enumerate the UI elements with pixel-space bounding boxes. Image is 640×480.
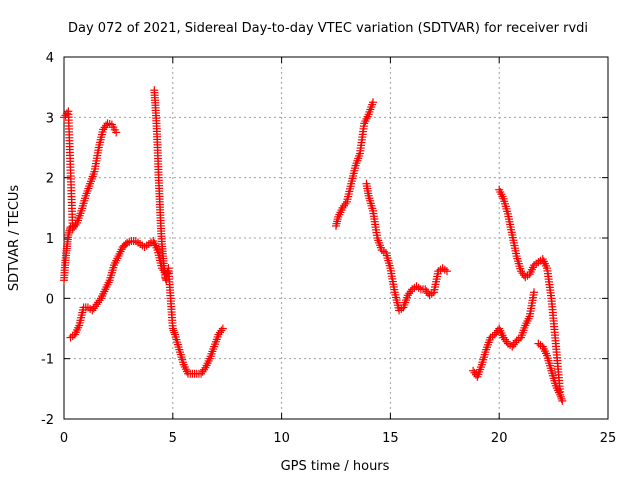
data-point xyxy=(339,201,348,210)
data-point xyxy=(368,98,377,107)
data-point xyxy=(198,367,207,376)
y-tick-label: 2 xyxy=(46,172,54,187)
data-point xyxy=(62,109,71,118)
x-tick-label: 5 xyxy=(169,431,177,446)
data-point xyxy=(442,267,451,276)
y-tick-label: 3 xyxy=(46,111,54,126)
data-point xyxy=(88,306,97,315)
data-point xyxy=(100,123,109,132)
data-point xyxy=(508,342,517,351)
data-point xyxy=(169,326,178,335)
data-point xyxy=(490,330,499,339)
y-axis-label: SDTVAR / TECUs xyxy=(7,185,22,292)
data-point xyxy=(66,223,75,232)
y-tick-label: -1 xyxy=(41,353,54,368)
y-tick-label: 4 xyxy=(46,51,54,66)
data-point xyxy=(214,330,223,339)
data-point xyxy=(516,267,525,276)
data-point xyxy=(92,300,101,309)
data-point xyxy=(499,333,508,342)
data-point xyxy=(405,289,414,298)
x-tick-label: 15 xyxy=(382,431,399,446)
data-point xyxy=(112,128,121,137)
x-tick-label: 20 xyxy=(491,431,508,446)
data-point xyxy=(199,365,208,374)
data-point xyxy=(403,291,412,300)
data-point xyxy=(99,125,108,134)
data-point xyxy=(341,199,350,208)
data-point xyxy=(556,390,565,399)
data-point xyxy=(556,392,565,401)
data-point xyxy=(215,328,224,337)
data-point xyxy=(530,288,539,297)
data-point xyxy=(557,394,566,403)
y-tick-label: 1 xyxy=(46,232,54,247)
x-tick-label: 0 xyxy=(60,431,68,446)
data-point xyxy=(102,121,111,130)
data-point xyxy=(168,324,177,333)
data-point xyxy=(197,369,206,378)
data-point xyxy=(469,366,478,375)
data-point xyxy=(470,368,479,377)
data-point xyxy=(95,296,104,305)
data-point xyxy=(89,304,98,313)
x-tick-label: 10 xyxy=(273,431,290,446)
data-point xyxy=(558,396,567,405)
y-tick-label: 0 xyxy=(46,292,54,307)
data-point xyxy=(502,337,511,346)
data-point xyxy=(501,335,510,344)
data-point xyxy=(91,302,100,311)
x-tick-label: 25 xyxy=(600,431,617,446)
y-tick-label: -2 xyxy=(41,413,54,428)
data-markers xyxy=(60,86,567,405)
data-point xyxy=(94,298,103,307)
data-point xyxy=(338,203,347,212)
data-point xyxy=(218,324,227,333)
data-point xyxy=(509,340,518,349)
data-point xyxy=(170,328,179,337)
data-point xyxy=(71,220,80,229)
data-point xyxy=(518,269,527,278)
data-point xyxy=(421,285,430,294)
data-point xyxy=(422,287,431,296)
data-point xyxy=(406,287,415,296)
data-point xyxy=(511,338,520,347)
data-point xyxy=(217,326,226,335)
axis-ticks: 0 5 10 15 20 25 -2 -1 0 1 2 3 4 xyxy=(41,51,616,446)
chart-title: Day 072 of 2021, Sidereal Day-to-day VTE… xyxy=(68,21,588,36)
x-axis-label: GPS time / hours xyxy=(281,459,390,474)
